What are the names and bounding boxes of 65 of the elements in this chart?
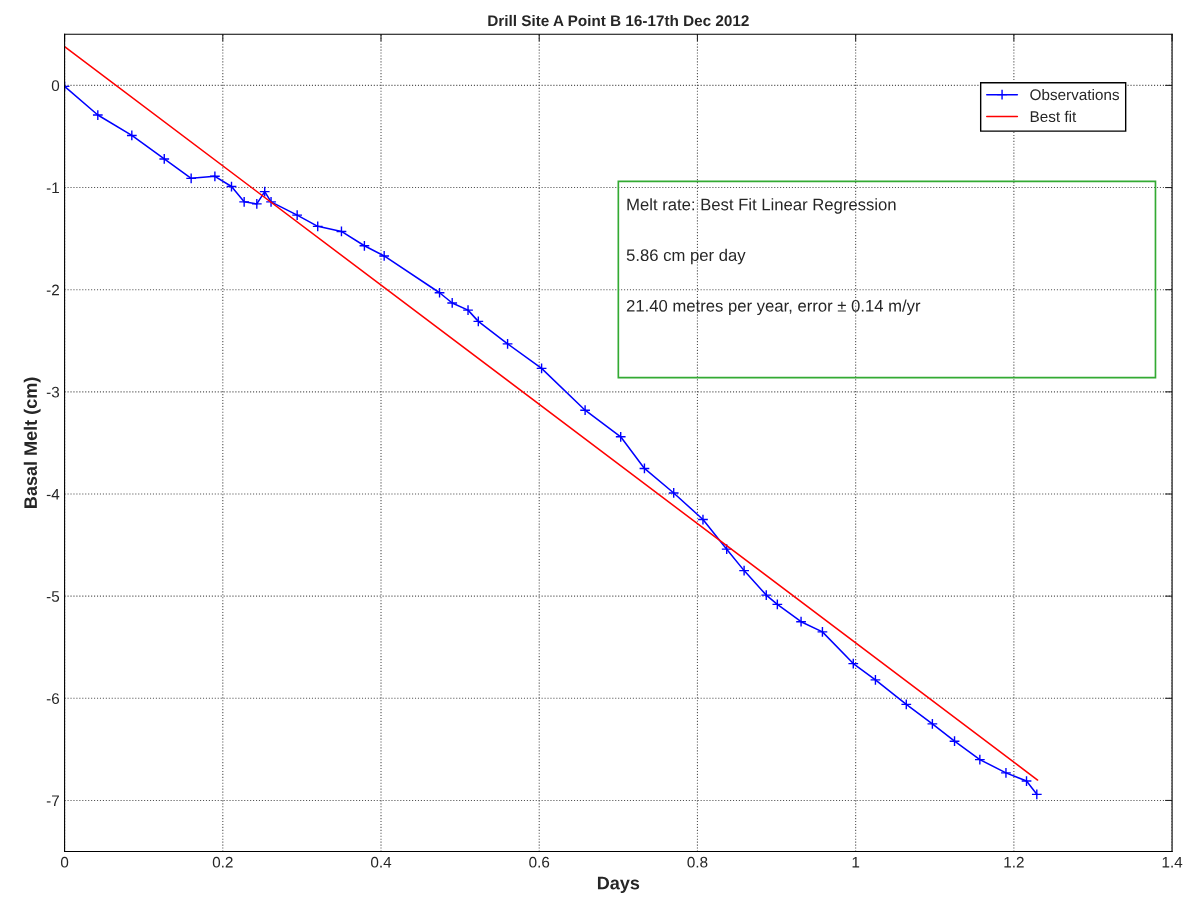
point [312,220,324,232]
chart-title: Drill Site A Point B 16-17th Dec 2012 [488,14,749,27]
y-tick-label: 0 [51,80,60,92]
point [502,338,514,350]
annotation: 5.86 cm per day [626,248,746,265]
point [126,129,138,142]
x-tick-label: 1.2 [1004,856,1024,868]
annotation: Melt rate: Best Fit Linear Regression [627,198,896,214]
point [291,209,303,221]
point [795,616,807,628]
point [238,196,250,208]
x-tick-label: 0 [60,856,69,868]
point [92,109,104,121]
x-tick-label: 0.6 [529,856,550,868]
point [433,287,446,299]
legend-label: Observations [1030,88,1120,101]
point [847,658,859,670]
point [869,674,881,686]
x-tick-label: 0.8 [687,856,708,868]
point [259,186,271,198]
point [472,315,484,327]
point [721,543,733,555]
x-tick-label: 1 [852,856,860,868]
point [579,404,591,416]
y-tick-label: -6 [46,693,60,704]
y-tick-label: -4 [46,489,60,500]
point [209,170,221,182]
point [251,198,263,210]
point [225,180,238,193]
point [446,297,458,309]
point [335,225,348,238]
point [668,487,680,499]
point [926,718,938,730]
point [536,362,548,374]
x-tick-label: 0.2 [212,856,233,868]
point [974,754,986,766]
point [1000,767,1012,779]
point [738,565,750,577]
point [462,304,474,316]
y-tick-label: -5 [46,591,60,602]
point [638,462,650,475]
point [378,250,390,262]
point [158,153,170,165]
y-axis-title: Basal Melt (cm) [23,377,41,508]
point [358,240,370,252]
y-tick-label: -3 [46,386,60,398]
y-tick-label: -2 [46,284,59,296]
point [760,589,772,601]
x-tick-label: 0.4 [370,856,392,868]
point [185,172,197,184]
point [1031,788,1043,800]
point [1020,775,1033,787]
point [615,431,627,443]
point [948,735,961,747]
point [771,598,783,610]
annotation: 21.40 metres per year, error ± 0.14 m/yr [626,299,921,316]
y-tick-label: -7 [46,795,59,806]
y-tick-label: -1 [46,182,59,194]
point [900,698,912,710]
point [816,626,828,638]
point [697,513,709,526]
x-axis-title: Days [597,876,640,894]
x-tick-label: 1.4 [1162,856,1183,868]
legend-label: Best fit [1030,110,1077,123]
point [265,196,277,208]
